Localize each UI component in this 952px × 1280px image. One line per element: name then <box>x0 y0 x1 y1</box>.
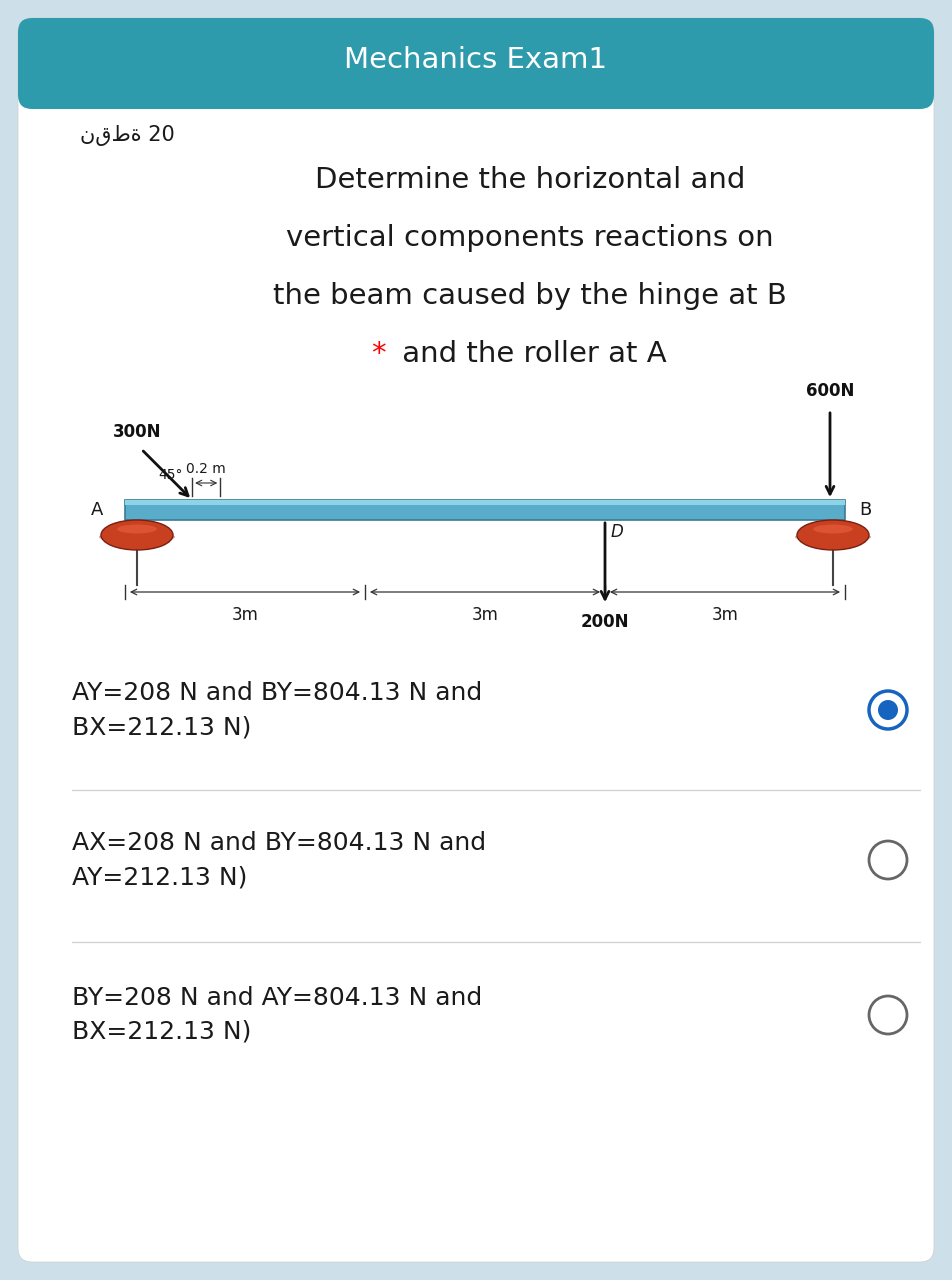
Text: 0.2 m: 0.2 m <box>187 462 226 476</box>
Text: A: A <box>90 500 103 518</box>
Text: B: B <box>859 500 871 518</box>
Text: BX=212.13 N): BX=212.13 N) <box>72 716 251 739</box>
Text: AY=212.13 N): AY=212.13 N) <box>72 865 248 890</box>
Text: نقطة 20: نقطة 20 <box>80 124 175 146</box>
Text: 3m: 3m <box>471 605 499 623</box>
Text: and the roller at A: and the roller at A <box>393 340 666 369</box>
Text: Determine the horizontal and: Determine the horizontal and <box>315 166 745 195</box>
Text: the beam caused by the hinge at B: the beam caused by the hinge at B <box>273 282 787 310</box>
Text: 200N: 200N <box>581 613 629 631</box>
Circle shape <box>878 700 898 719</box>
Ellipse shape <box>795 531 871 543</box>
Bar <box>125 500 845 506</box>
Text: 3m: 3m <box>231 605 258 623</box>
FancyBboxPatch shape <box>18 18 934 1262</box>
Text: 300N: 300N <box>113 424 162 442</box>
Text: BX=212.13 N): BX=212.13 N) <box>72 1020 251 1044</box>
Text: AY=208 N and BY=804.13 N and: AY=208 N and BY=804.13 N and <box>72 681 483 705</box>
Ellipse shape <box>117 525 157 534</box>
Text: *: * <box>370 340 386 369</box>
Ellipse shape <box>99 531 175 543</box>
FancyBboxPatch shape <box>2 3 950 1277</box>
Text: 45°: 45° <box>158 468 183 483</box>
Ellipse shape <box>813 525 853 534</box>
Text: 600N: 600N <box>805 381 854 399</box>
Ellipse shape <box>101 520 173 550</box>
Bar <box>125 500 845 520</box>
Text: BY=208 N and AY=804.13 N and: BY=208 N and AY=804.13 N and <box>72 986 483 1010</box>
Ellipse shape <box>797 520 869 550</box>
Text: 3m: 3m <box>711 605 739 623</box>
Bar <box>32 70 920 95</box>
Text: Mechanics Exam1: Mechanics Exam1 <box>345 46 607 74</box>
Text: D: D <box>611 524 624 541</box>
FancyBboxPatch shape <box>18 18 934 109</box>
Text: vertical components reactions on: vertical components reactions on <box>287 224 774 252</box>
Text: AX=208 N and BY=804.13 N and: AX=208 N and BY=804.13 N and <box>72 831 486 855</box>
